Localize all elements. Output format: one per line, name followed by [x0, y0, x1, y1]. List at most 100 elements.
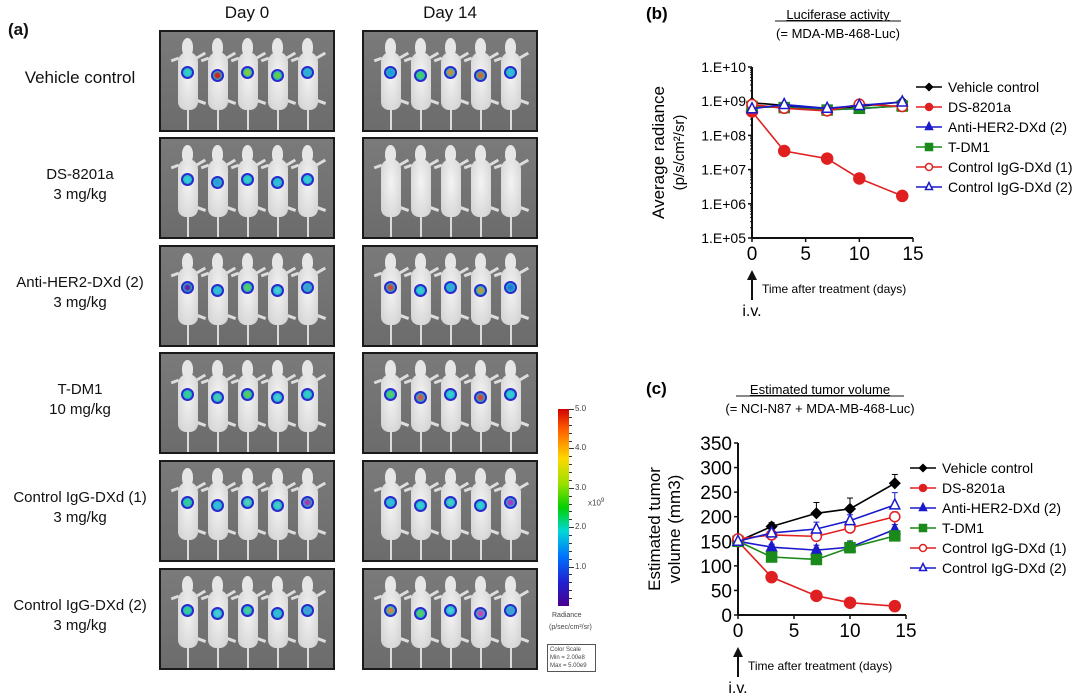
tumor-signal-spot: [241, 604, 254, 617]
colorbar-tick-label: 3.0: [575, 482, 587, 492]
bioluminescence-image-day0: [159, 352, 335, 454]
colorbar-minor-tick: [569, 598, 572, 600]
mouse: [260, 360, 297, 452]
x-tick-label: 10: [849, 244, 870, 265]
y-tick-label: 1.E+09: [701, 93, 746, 109]
data-point: [810, 507, 823, 520]
mouse: [373, 468, 410, 560]
y-tick-label: 250: [700, 483, 732, 504]
bioluminescence-image-day0: [159, 568, 335, 670]
chart-subtitle: (= MDA-MB-468-Luc): [776, 26, 900, 41]
mouse: [260, 38, 297, 130]
data-point: [888, 599, 902, 613]
y-axis-label-units: volume (mm3): [665, 475, 684, 584]
legend-label: Anti-HER2-DXd (2): [942, 500, 1061, 516]
x-tick-label: 5: [800, 244, 811, 265]
y-tick-label: 1.E+08: [701, 127, 746, 143]
x-axis-label: Time after treatment (days): [762, 282, 906, 296]
colorbar-minor-tick: [569, 550, 572, 552]
mouse: [170, 360, 207, 452]
mouse: [200, 468, 237, 560]
tumor-signal-spot: [384, 66, 397, 79]
tumor-signal-spot: [474, 499, 487, 512]
tumor-signal-spot: [414, 284, 427, 297]
data-point: [765, 551, 778, 563]
colorbar-minor-tick: [569, 409, 572, 410]
mouse: [493, 253, 530, 345]
treatment-dose: 3 mg/kg: [53, 509, 107, 526]
mouse: [463, 468, 500, 560]
colorbar-minor-tick: [569, 590, 572, 592]
colorbar-minor-tick: [569, 535, 572, 537]
tumor-signal-spot: [474, 607, 487, 620]
mouse: [170, 468, 207, 560]
tumor-signal-spot: [211, 176, 224, 189]
color-scale-min: Min = 2.00e8: [550, 655, 585, 661]
mouse: [403, 38, 440, 130]
mouse: [493, 145, 530, 237]
tumor-signal-spot: [414, 607, 427, 620]
mouse: [493, 468, 530, 560]
colorbar-minor-tick: [569, 511, 572, 513]
bioluminescence-image-day0: [159, 30, 335, 132]
mouse: [493, 360, 530, 452]
panel-label: (b): [646, 4, 668, 23]
tumor-signal-spot: [271, 284, 284, 297]
data-point: [889, 510, 901, 523]
iv-annotation: i.v.: [742, 303, 761, 320]
iv-arrowhead: [733, 647, 743, 657]
mouse: [290, 360, 327, 452]
legend-item: Control IgG-DXd (1): [916, 159, 1072, 175]
colorbar-tick-label: 2.0: [575, 522, 587, 532]
tumor-signal-spot: [271, 499, 284, 512]
legend-item: DS-8201a: [910, 480, 1005, 496]
x-tick-label: 15: [895, 621, 916, 642]
tumor-signal-spot: [414, 391, 427, 404]
mouse: [230, 360, 267, 452]
treatment-name: DS-8201a: [46, 166, 114, 183]
data-point: [924, 82, 934, 92]
data-point: [853, 97, 866, 111]
mouse: [433, 576, 470, 668]
y-tick-label: 1.E+05: [701, 230, 746, 246]
row-label: Control IgG-DXd (2) 3 mg/kg: [0, 596, 160, 636]
bioluminescence-image-day14: [362, 245, 538, 347]
data-point: [853, 172, 866, 185]
chart-subtitle: (= NCI-N87 + MDA-MB-468-Luc): [725, 401, 914, 416]
mouse: [403, 468, 440, 560]
legend-label: Vehicle control: [948, 79, 1039, 95]
mouse: [290, 38, 327, 130]
mouse: [230, 576, 267, 668]
series-control-igg-dxd-2-: [731, 492, 902, 547]
bioluminescence-image-day14: [362, 460, 538, 562]
legend-item: Control IgG-DXd (2): [910, 560, 1066, 576]
mouse: [463, 576, 500, 668]
treatment-dose: 3 mg/kg: [53, 186, 107, 203]
y-tick-label: 150: [700, 532, 732, 553]
column-header-day14: Day 14: [423, 3, 477, 22]
colorbar-minor-tick: [569, 472, 572, 474]
tumor-signal-spot: [444, 66, 457, 79]
tumor-signal-spot: [474, 391, 487, 404]
legend-label: Vehicle control: [942, 460, 1033, 476]
data-point: [777, 144, 791, 158]
tumor-signal-spot: [444, 604, 457, 617]
tumor-signal-spot: [444, 388, 457, 401]
bioluminescence-image-day0: [159, 245, 335, 347]
mouse: [170, 576, 207, 668]
mouse: [260, 468, 297, 560]
data-point: [918, 463, 928, 473]
radiance-colorbar: [558, 409, 569, 606]
tumor-signal-spot: [301, 604, 314, 617]
mouse: [373, 38, 410, 130]
colorbar-minor-tick: [569, 456, 572, 458]
legend-item: Control IgG-DXd (1): [910, 540, 1066, 556]
x-tick-label: 5: [789, 621, 800, 642]
row-label: Anti-HER2-DXd (2) 3 mg/kg: [0, 273, 160, 313]
bioluminescence-image-day14: [362, 137, 538, 239]
mouse: [373, 576, 410, 668]
mouse: [433, 360, 470, 452]
tumor-signal-spot: [301, 281, 314, 294]
mouse: [230, 253, 267, 345]
series-ds-8201a: [745, 105, 909, 203]
